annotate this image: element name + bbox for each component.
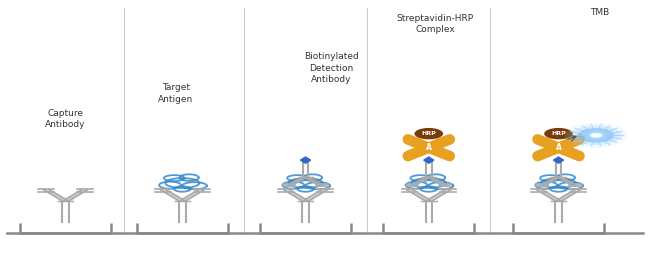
Text: Target
Antigen: Target Antigen: [158, 83, 194, 103]
Circle shape: [578, 128, 614, 142]
Text: A: A: [426, 143, 432, 152]
Polygon shape: [300, 157, 311, 163]
Text: A: A: [556, 143, 562, 152]
Circle shape: [571, 126, 621, 145]
Polygon shape: [424, 157, 434, 163]
Text: Biotinylated
Detection
Antibody: Biotinylated Detection Antibody: [304, 53, 359, 84]
Circle shape: [565, 123, 627, 148]
Text: Capture
Antibody: Capture Antibody: [46, 109, 86, 129]
Circle shape: [591, 133, 601, 137]
Circle shape: [415, 128, 443, 139]
Circle shape: [544, 128, 573, 139]
Text: HRP: HRP: [551, 131, 566, 136]
Text: HRP: HRP: [421, 131, 436, 136]
Text: Streptavidin-HRP
Complex: Streptavidin-HRP Complex: [396, 14, 474, 34]
Text: TMB: TMB: [590, 9, 609, 17]
Circle shape: [590, 133, 603, 138]
Polygon shape: [553, 157, 564, 163]
Circle shape: [584, 131, 608, 140]
